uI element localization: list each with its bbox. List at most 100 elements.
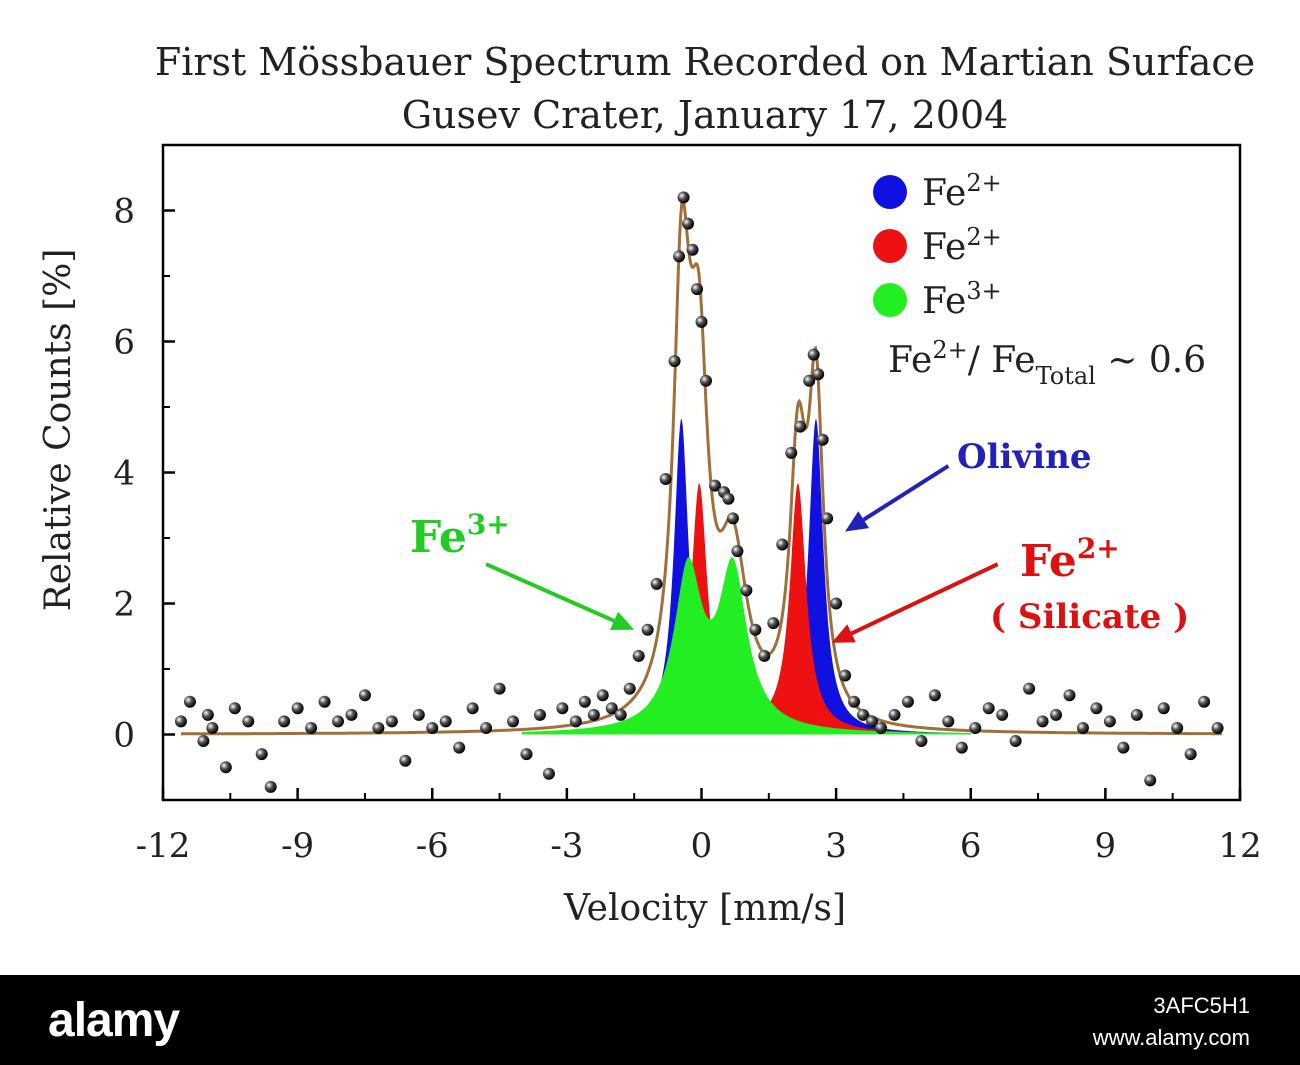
- x-tick-label: 12: [1218, 826, 1261, 866]
- data-point: [699, 374, 712, 387]
- data-point: [668, 355, 681, 368]
- data-point: [278, 715, 291, 728]
- data-point: [183, 695, 196, 708]
- data-point: [493, 682, 506, 695]
- data-point: [507, 715, 520, 728]
- data-point: [673, 250, 686, 263]
- data-point: [776, 538, 789, 551]
- data-point: [901, 695, 914, 708]
- legend-label: Fe2+: [922, 169, 1002, 214]
- data-point: [542, 767, 555, 780]
- data-point: [614, 708, 627, 721]
- data-point: [982, 702, 995, 715]
- legend-swatch: [873, 283, 907, 317]
- data-point: [691, 283, 704, 296]
- watermark-footer: alamy 3AFC5H1 www.alamy.com: [0, 975, 1300, 1065]
- data-points: [174, 191, 1224, 793]
- annotation-silicate: ( Silicate ): [990, 597, 1189, 637]
- chart-title: First Mössbauer Spectrum Recorded on Mar…: [155, 40, 1255, 84]
- annotation-olivine: Olivine: [957, 437, 1091, 477]
- data-point: [641, 623, 654, 636]
- data-point: [875, 721, 887, 734]
- data-point: [686, 243, 699, 256]
- data-point: [242, 715, 255, 728]
- component-fill: [522, 557, 971, 735]
- data-point: [1117, 741, 1130, 754]
- annotation-arrow: [850, 562, 999, 636]
- data-point: [1144, 774, 1157, 787]
- data-point: [264, 780, 277, 793]
- x-tick-label: -9: [281, 826, 314, 866]
- data-point: [385, 715, 398, 728]
- legend: Fe2+ Fe2+ Fe3+: [873, 169, 1002, 322]
- chart-subtitle: Gusev Crater, January 17, 2004: [402, 93, 1009, 137]
- data-point: [520, 748, 533, 761]
- data-point: [1198, 695, 1211, 708]
- data-point: [996, 708, 1009, 721]
- x-axis-label: Velocity [mm/s]: [563, 888, 846, 929]
- data-point: [358, 689, 371, 702]
- y-axis-label: Relative Counts [%]: [38, 249, 79, 612]
- data-point: [969, 721, 982, 734]
- legend-label: Fe3+: [922, 277, 1002, 322]
- data-point: [749, 623, 762, 636]
- data-point: [726, 512, 739, 525]
- data-point: [206, 721, 219, 734]
- fit-curve: [181, 195, 1222, 736]
- data-point: [830, 597, 843, 610]
- data-point: [955, 741, 968, 754]
- data-point: [632, 649, 645, 662]
- data-point: [399, 754, 412, 767]
- data-point: [1171, 721, 1184, 734]
- mossbauer-chart: First Mössbauer Spectrum Recorded on Mar…: [38, 40, 1262, 929]
- data-point: [915, 735, 928, 748]
- data-point: [816, 433, 829, 446]
- data-point: [1184, 748, 1197, 761]
- component-fills: [522, 419, 971, 735]
- annotation-arrow: [862, 464, 950, 522]
- data-point: [345, 708, 358, 721]
- data-point: [291, 702, 304, 715]
- x-tick-label: -12: [136, 826, 191, 866]
- y-tick-label: 4: [113, 454, 135, 494]
- data-point: [201, 708, 214, 721]
- data-point: [942, 715, 955, 728]
- data-point: [623, 682, 636, 695]
- data-point: [1063, 689, 1076, 702]
- annotation-arrowhead: [831, 624, 856, 643]
- annotation-fe2-silicate: Fe2+: [1020, 532, 1120, 587]
- data-point: [794, 420, 807, 433]
- data-point: [758, 649, 771, 662]
- image-id: 3AFC5H1: [1153, 993, 1250, 1018]
- legend-swatch: [873, 175, 907, 209]
- data-point: [731, 545, 744, 558]
- data-point: [857, 708, 870, 721]
- data-point: [1157, 702, 1170, 715]
- data-point: [1076, 721, 1089, 734]
- data-point: [596, 689, 609, 702]
- data-point: [807, 348, 820, 361]
- data-point: [888, 708, 901, 721]
- y-tick-label: 2: [113, 585, 135, 625]
- annotation-arrowhead: [610, 611, 635, 630]
- site-url: www.alamy.com: [1092, 1025, 1250, 1050]
- data-point: [1050, 708, 1063, 721]
- legend-label: Fe2+: [922, 223, 1002, 268]
- data-point: [556, 702, 569, 715]
- data-point: [695, 315, 708, 328]
- data-point: [722, 492, 735, 505]
- data-point: [533, 708, 546, 721]
- annotation-fe3: Fe3+: [410, 508, 510, 563]
- y-tick-label: 8: [113, 192, 135, 232]
- data-point: [1009, 735, 1022, 748]
- data-point: [866, 715, 879, 728]
- data-point: [412, 708, 425, 721]
- data-point: [426, 721, 439, 734]
- annotation-arrowhead: [845, 511, 870, 532]
- x-tick-label: 3: [825, 826, 847, 866]
- data-point: [650, 577, 663, 590]
- data-point: [812, 368, 825, 381]
- data-point: [219, 761, 232, 774]
- data-point: [708, 479, 721, 492]
- data-point: [318, 695, 331, 708]
